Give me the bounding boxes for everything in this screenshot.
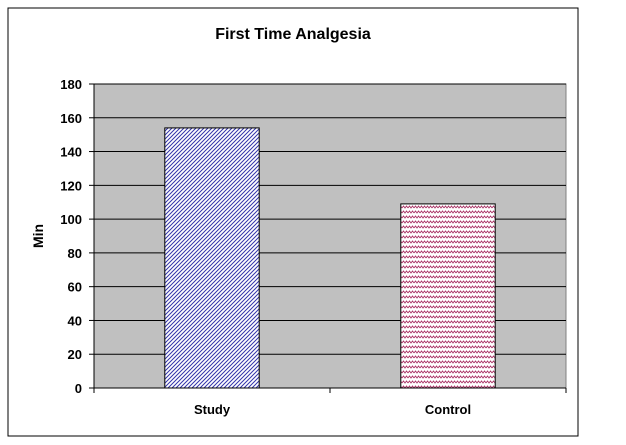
bar-study bbox=[164, 127, 260, 389]
y-tick-label: 160 bbox=[60, 111, 82, 126]
bar-control bbox=[400, 203, 496, 389]
y-tick-label: 100 bbox=[60, 212, 82, 227]
y-tick-label: 40 bbox=[68, 313, 82, 328]
x-category-label: Study bbox=[194, 402, 231, 417]
bars bbox=[164, 127, 496, 389]
y-axis-title: Min bbox=[30, 224, 46, 248]
x-category-labels: Study Control bbox=[194, 402, 471, 417]
y-tick-label: 80 bbox=[68, 246, 82, 261]
axes bbox=[89, 83, 567, 393]
y-tick-label: 180 bbox=[60, 77, 82, 92]
y-tick-label: 20 bbox=[68, 347, 82, 362]
y-tick-label: 140 bbox=[60, 145, 82, 160]
y-tick-label: 0 bbox=[75, 381, 82, 396]
y-tick-label: 60 bbox=[68, 280, 82, 295]
chart-title: First Time Analgesia bbox=[215, 26, 371, 43]
y-tick-labels: 0 20 40 60 80 100 120 140 160 180 bbox=[60, 77, 82, 396]
y-tick-label: 120 bbox=[60, 178, 82, 193]
x-category-label: Control bbox=[425, 402, 471, 417]
